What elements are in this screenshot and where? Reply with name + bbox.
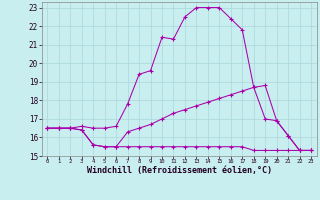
X-axis label: Windchill (Refroidissement éolien,°C): Windchill (Refroidissement éolien,°C)	[87, 166, 272, 175]
